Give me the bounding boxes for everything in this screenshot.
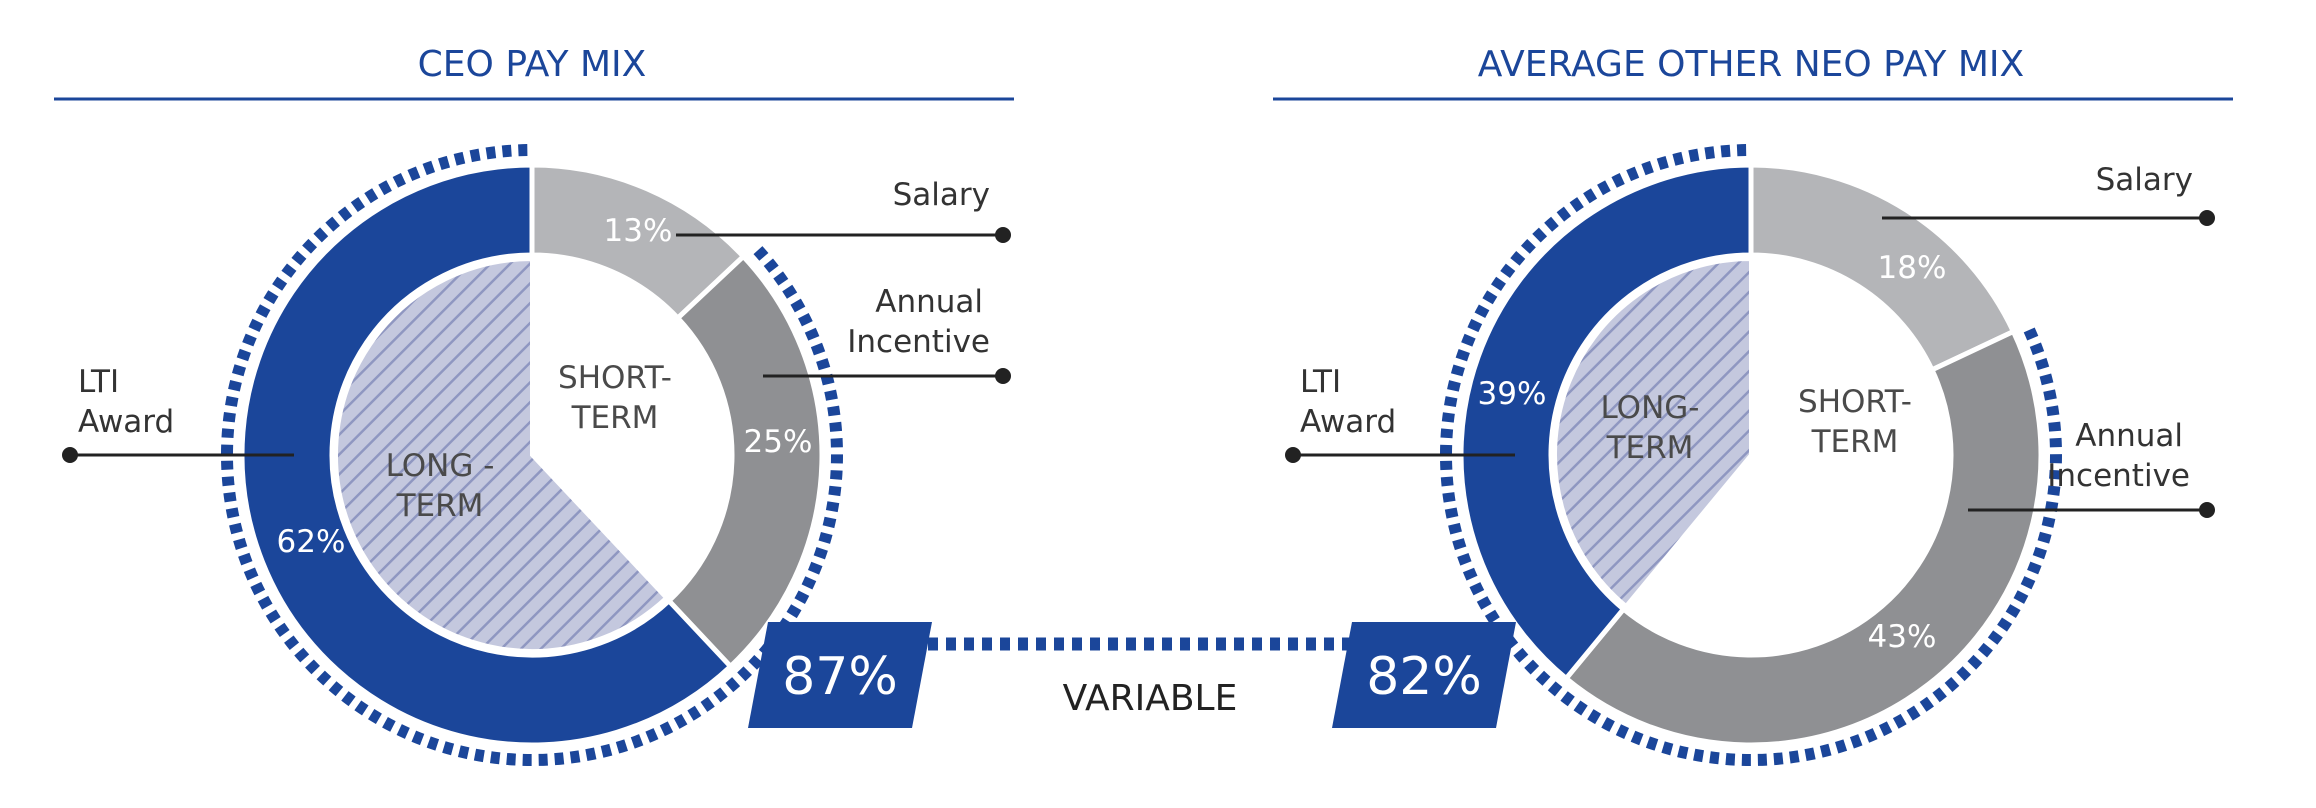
annual-incentive-callout-line-1: Annual [875, 284, 983, 320]
annual-incentive-callout-line-1: Annual [2075, 418, 2183, 454]
chart-title: CEO PAY MIX [418, 44, 647, 85]
ceo-variable-percent: 87% [782, 647, 898, 707]
lti-award-leader-dot [1285, 447, 1301, 463]
lti-award-percent-label: 39% [1478, 376, 1547, 412]
salary-percent-label: 13% [604, 213, 673, 249]
chart-title: AVERAGE OTHER NEO PAY MIX [1478, 44, 2024, 85]
salary-callout: Salary [676, 177, 1011, 243]
short-term-label-line-1: SHORT- [558, 360, 672, 396]
lti-award-segment [239, 162, 735, 748]
variable-label: VARIABLE [1063, 678, 1238, 719]
annual-incentive-leader-dot [995, 368, 1011, 384]
lti-award-callout-line-2: Award [78, 404, 174, 440]
ceo-pay-mix-chart: CEO PAY MIX 13% 25% 62% SHORT- TERM LONG… [54, 44, 1014, 766]
long-term-label-line-1: LONG - [386, 448, 495, 484]
salary-callout: Salary [1882, 162, 2215, 226]
annual-incentive-leader-dot [2199, 502, 2215, 518]
lti-award-percent-label: 62% [277, 524, 346, 560]
lti-award-leader-dot [62, 447, 78, 463]
neo-variable-percent: 82% [1366, 647, 1482, 707]
annual-incentive-callout: Annual Incentive [1968, 418, 2215, 518]
long-term-label-line-2: TERM [1606, 430, 1694, 466]
variable-connector: 87% 82% VARIABLE [748, 622, 1516, 728]
salary-leader-dot [995, 227, 1011, 243]
short-term-label-line-1: SHORT- [1798, 384, 1912, 420]
lti-award-callout-line-2: Award [1300, 404, 1396, 440]
short-term-slice [532, 259, 728, 598]
outer-ring [239, 162, 825, 748]
inner-group-labels: SHORT- TERM LONG- TERM [1601, 384, 1912, 466]
lti-award-callout-line-1: LTI [78, 364, 119, 400]
short-term-label-line-2: TERM [1811, 424, 1899, 460]
short-term-label-line-2: TERM [571, 400, 659, 436]
segment-value-labels: 13% 25% 62% [277, 213, 813, 560]
inner-group-labels: SHORT- TERM LONG - TERM [386, 360, 672, 524]
annual-incentive-callout-line-2: Incentive [847, 324, 990, 360]
salary-leader-dot [2199, 210, 2215, 226]
segment-value-labels: 18% 43% 39% [1478, 250, 1947, 655]
other-neo-pay-mix-chart: AVERAGE OTHER NEO PAY MIX 18% 43% 39% SH… [1273, 44, 2233, 766]
variable-pay-arc [1440, 144, 2062, 766]
outer-ring [1458, 162, 2044, 748]
long-term-label-line-1: LONG- [1601, 390, 1700, 426]
long-term-label-line-2: TERM [396, 488, 484, 524]
annual-incentive-percent-label: 43% [1868, 619, 1937, 655]
variable-pay-arc [221, 144, 843, 766]
long-term-slice [1552, 256, 1753, 609]
annual-incentive-segment [1562, 328, 2044, 748]
long-term-slice [334, 256, 670, 653]
salary-percent-label: 18% [1878, 250, 1947, 286]
lti-award-callout: LTI Award [62, 364, 294, 463]
short-term-slice [1626, 259, 1947, 651]
salary-callout-text: Salary [893, 177, 990, 213]
annual-incentive-callout-line-2: Incentive [2047, 458, 2190, 494]
ceo-variable-badge [748, 622, 932, 728]
lti-award-callout: LTI Award [1285, 364, 1515, 463]
inner-pie [334, 256, 728, 653]
neo-variable-badge [1332, 622, 1516, 728]
annual-incentive-percent-label: 25% [744, 424, 813, 460]
lti-award-callout-line-1: LTI [1300, 364, 1341, 400]
annual-incentive-callout: Annual Incentive [763, 284, 1011, 384]
lti-award-segment [1458, 162, 1754, 682]
inner-pie [1552, 256, 1947, 651]
salary-callout-text: Salary [2096, 162, 2193, 198]
